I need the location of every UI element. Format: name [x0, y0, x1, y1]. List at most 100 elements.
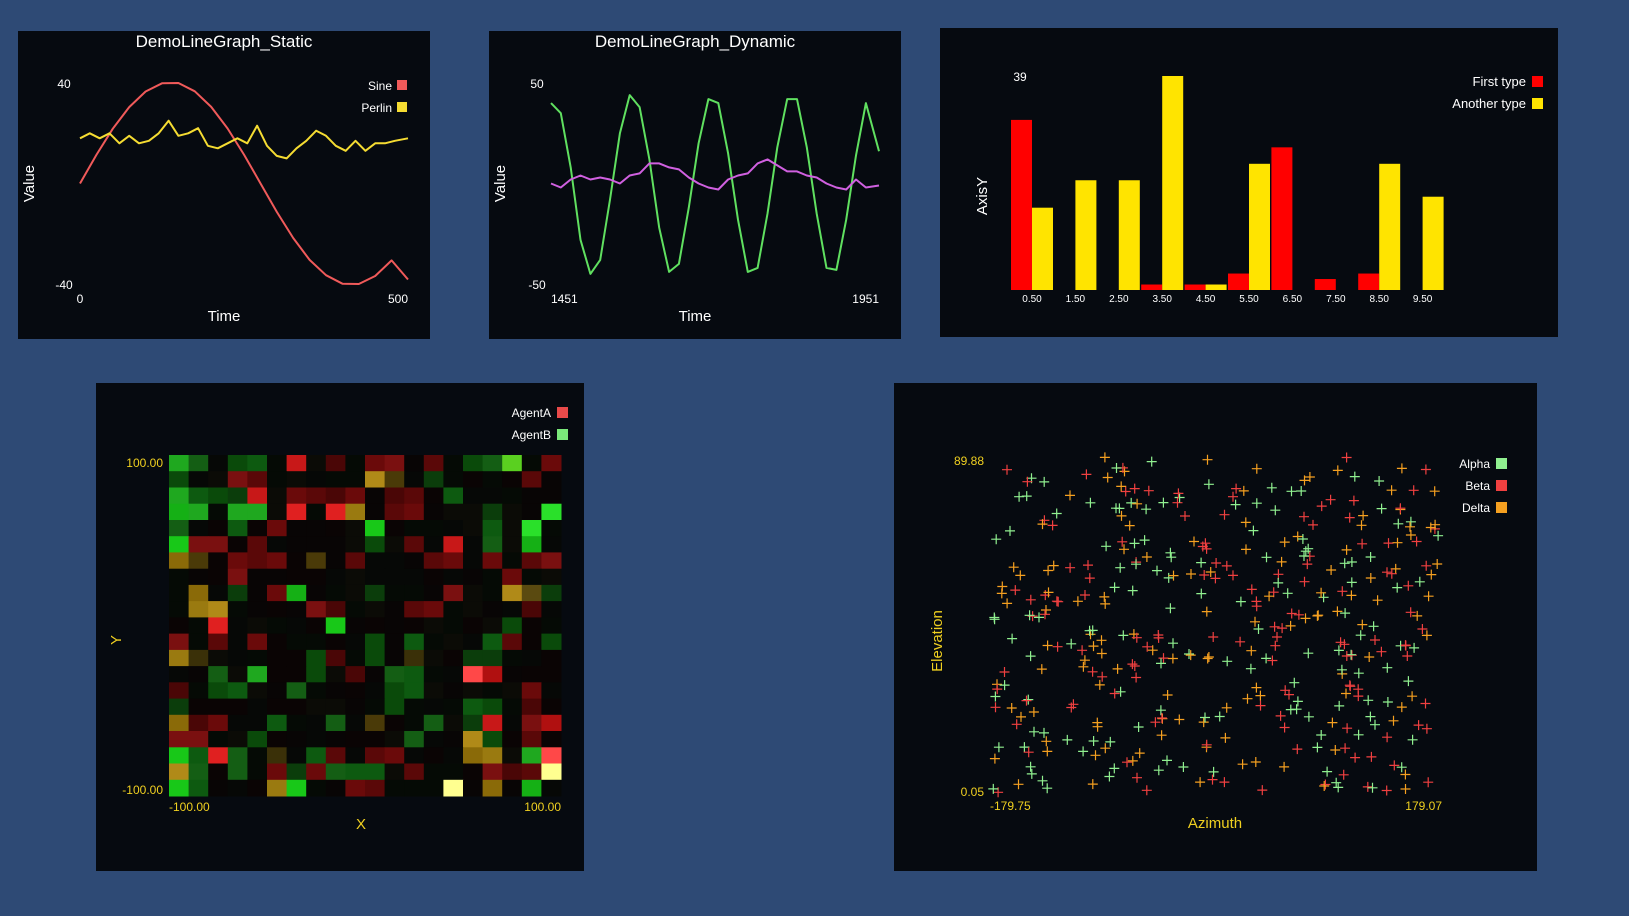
scatter-point [1413, 720, 1424, 731]
heatmap-cell [423, 520, 444, 537]
scatter-point [1376, 646, 1387, 657]
heatmap-cell [365, 471, 386, 488]
heatmap-cell [482, 536, 503, 553]
heatmap-cell [247, 536, 268, 553]
scatter-point [1420, 464, 1431, 475]
scatter-point [989, 753, 1000, 764]
scatter-point [1365, 573, 1376, 583]
scatter-point [1320, 779, 1331, 790]
scatter-point [1364, 652, 1375, 662]
heatmap-cell [169, 455, 190, 472]
heatmap-cell [247, 747, 268, 764]
x-tick-label: -100.00 [169, 800, 210, 814]
heatmap-cell [423, 649, 444, 667]
x-tick-label: 4.50 [1196, 294, 1216, 305]
bar [1205, 284, 1227, 290]
scatter-point [1302, 559, 1313, 570]
heatmap-cell [208, 682, 229, 699]
heatmap-cell [384, 617, 405, 635]
heatmap-cell [404, 714, 425, 732]
heatmap-cell [267, 568, 288, 586]
heatmap-cell [482, 584, 503, 602]
heatmap-cell [247, 601, 268, 618]
heatmap-cell [423, 698, 444, 716]
heatmap-cell [463, 731, 484, 748]
heatmap-cell [247, 487, 268, 505]
heatmap-cell [247, 584, 268, 602]
heatmap-cell [463, 584, 484, 602]
legend-label: Alpha [1459, 457, 1490, 471]
scatter-point [1115, 562, 1126, 573]
heatmap-cell [208, 698, 229, 716]
heatmap-cell [482, 779, 503, 797]
scatter-point [1269, 621, 1280, 632]
heatmap-cell [502, 731, 523, 748]
scatter-point [1355, 630, 1366, 641]
scatter-point [1111, 463, 1122, 473]
heatmap-cell [345, 536, 366, 553]
scatter-point [1350, 752, 1361, 763]
scatter-point [1339, 639, 1350, 650]
scatter-point [1072, 596, 1083, 607]
scatter-point [1286, 608, 1297, 619]
y-axis-label: Value [492, 165, 509, 202]
heatmap-cell [443, 649, 464, 667]
bar-chart-panel: 390AxisY0.501.502.503.504.505.506.507.50… [940, 28, 1558, 337]
scatter-point [1041, 736, 1052, 747]
heatmap-cell [267, 536, 288, 553]
heatmap-cell [325, 552, 346, 570]
scatter-point [1240, 517, 1251, 528]
heatmap-cell [267, 487, 288, 505]
heatmap-cell [227, 682, 248, 699]
legend-label: Perlin [361, 101, 392, 115]
scatter-point [1201, 606, 1212, 617]
heatmap-cell [404, 584, 425, 602]
heatmap-cell [482, 552, 503, 570]
heatmap-cell [227, 552, 248, 570]
heatmap-cell [325, 487, 346, 505]
heatmap-cell [443, 747, 464, 764]
scatter-point [1357, 619, 1368, 630]
heatmap-cell [345, 698, 366, 716]
heatmap-cell [188, 601, 209, 618]
heatmap-cell [325, 568, 346, 586]
heatmap-cell [227, 487, 248, 505]
scatter-point [1005, 525, 1015, 536]
heatmap-cell [541, 763, 562, 781]
bar [1422, 196, 1444, 290]
heatmap-cell [169, 649, 190, 667]
scatter-point [1376, 503, 1387, 514]
scatter-point [1400, 769, 1411, 780]
scatter-point [1425, 522, 1436, 533]
heatmap-cell [365, 763, 386, 781]
scatter-point [1430, 519, 1441, 530]
scatter-point [1024, 610, 1035, 621]
heatmap-cell [384, 536, 405, 553]
bar [1249, 163, 1270, 290]
scatter-point [1292, 696, 1303, 707]
heatmap-cell [463, 601, 484, 618]
heatmap-cell [463, 763, 484, 781]
line-graph-dynamic: DemoLineGraph_Dynamic 50 -50 1451 1951 Time Va… [492, 32, 880, 325]
heatmap-cell [227, 633, 248, 651]
heatmap-cell [423, 763, 444, 781]
scatter-point [1097, 671, 1108, 682]
scatter-point [1326, 565, 1337, 575]
heatmap-cell [502, 617, 523, 635]
heatmap-cell [541, 552, 562, 570]
scatter-point [1116, 481, 1127, 492]
heatmap-cell [521, 649, 542, 667]
heatmap-cell [169, 617, 190, 635]
heatmap-cell [443, 601, 464, 618]
heatmap-cell [208, 633, 229, 651]
scatter-point [1109, 763, 1120, 774]
y-axis-label: AxisY [974, 177, 991, 215]
scatter-point [1286, 486, 1297, 497]
heatmap-cell [365, 633, 386, 651]
heatmap-cell [365, 568, 386, 586]
scatter-point [1109, 688, 1120, 699]
heatmap-cell [169, 714, 190, 732]
scatter-point [1083, 560, 1093, 571]
x-tick-label: 6.50 [1283, 294, 1303, 305]
heatmap-cell [169, 779, 190, 797]
